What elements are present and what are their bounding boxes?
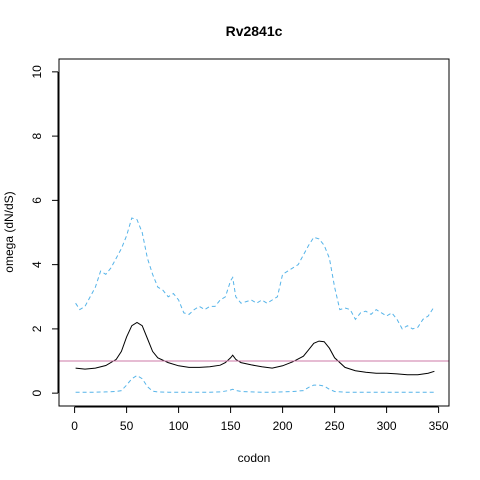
x-tick-label: 200 [273,419,293,433]
x-tick-label: 350 [429,419,449,433]
series-line-1 [75,321,435,376]
x-tick-label: 0 [71,419,78,433]
x-tick-label: 250 [325,419,345,433]
y-tick-label: 0 [30,389,44,396]
y-tick-label: 10 [30,65,44,79]
x-tick-label: 50 [120,419,134,433]
y-tick-label: 2 [30,325,44,332]
y-tick-label: 6 [30,197,44,204]
y-tick-label: 8 [30,132,44,139]
series-line-3 [75,374,435,393]
x-tick-label: 150 [221,419,241,433]
y-axis: 0 2 4 6 8 10 [30,65,59,396]
x-axis: 0 50 100 150 200 250 300 350 [71,406,449,433]
x-tick-label: 100 [169,419,189,433]
chart-title: Rv2841c [226,23,283,39]
series-layer [75,217,435,393]
y-axis-label: omega (dN/dS) [2,191,16,272]
plot-frame [58,58,450,407]
x-tick-label: 300 [377,419,397,433]
x-axis-label: codon [238,451,271,465]
series-line-2 [75,217,435,330]
y-tick-label: 4 [30,261,44,268]
